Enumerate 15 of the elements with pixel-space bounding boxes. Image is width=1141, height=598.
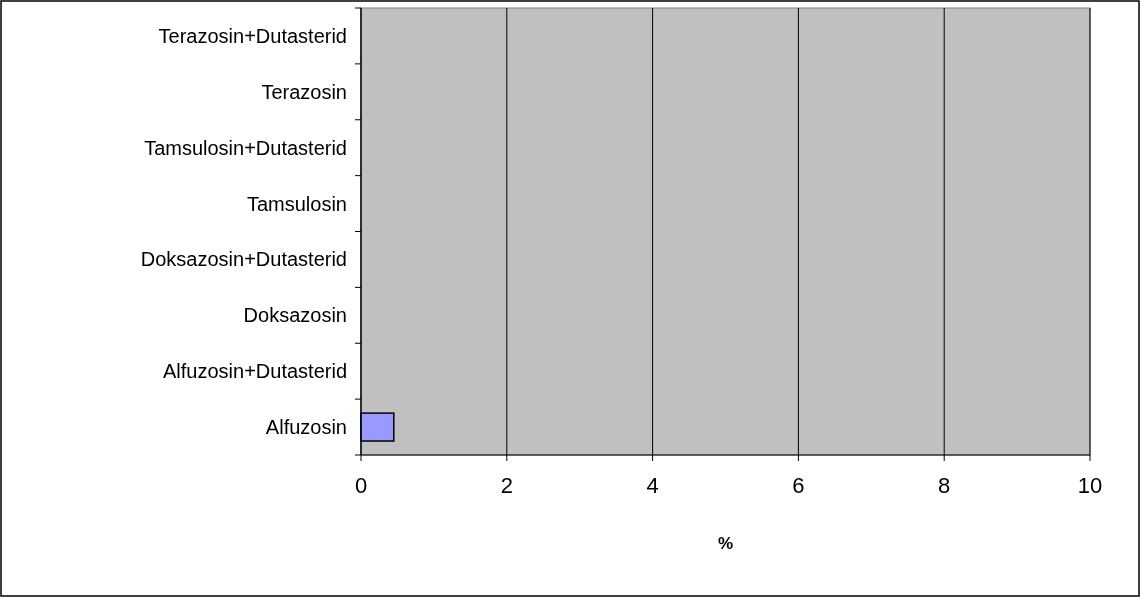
x-tick-label: 10 xyxy=(1077,473,1103,498)
y-tick-label: Alfuzosin xyxy=(265,416,347,439)
y-tick-label: Tamsulosin+Dutasterid xyxy=(144,136,347,159)
y-tick-label: Alfuzosin+Dutasterid xyxy=(163,360,347,383)
x-tick-label: 8 xyxy=(938,473,951,498)
y-tick-label: Terazosin+Dutasterid xyxy=(158,24,347,47)
y-tick-label: Doksazosin xyxy=(243,304,347,327)
x-tick-label: 6 xyxy=(792,473,805,498)
y-tick-label: Terazosin xyxy=(261,80,347,103)
x-tick-label: 0 xyxy=(354,473,368,498)
x-tick-label: 2 xyxy=(500,473,513,498)
y-tick-label: Tamsulosin xyxy=(246,192,347,215)
x-axis-title: % xyxy=(717,534,734,553)
x-tick-label: 4 xyxy=(646,473,659,498)
y-tick-label: Doksazosin+Dutasterid xyxy=(140,248,347,271)
